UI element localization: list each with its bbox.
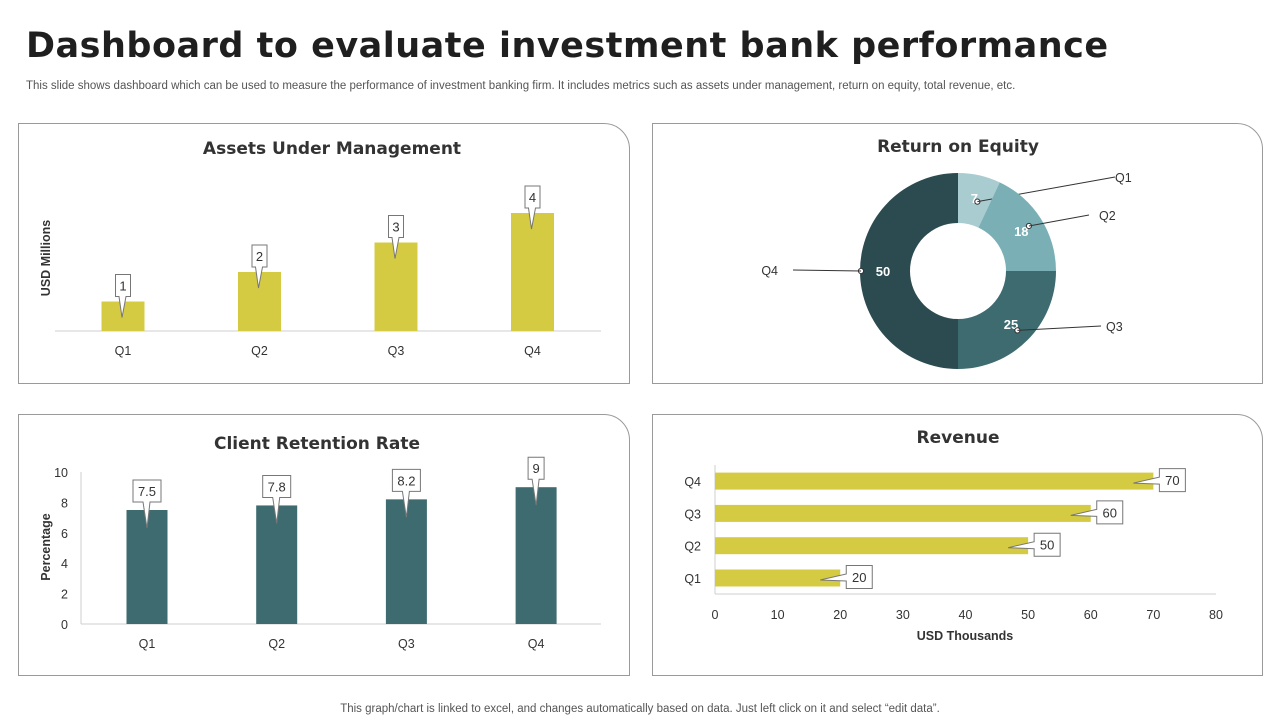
aum-data-label-q1-callout	[115, 274, 131, 318]
revenue-x-tick-0: 0	[712, 608, 719, 622]
roe-leader-line-q2	[1028, 214, 1090, 227]
revenue-panel[interactable]: Revenue 0 10 20 30 40 50 60 70 80 USD Thousands Q1 2…	[652, 414, 1263, 676]
crr-x-tick-q4: Q4	[528, 637, 545, 651]
roe-data-label-q3: 25	[1004, 317, 1018, 332]
roe-data-label-q1: 7	[971, 191, 978, 206]
return-on-equity-panel[interactable]: Return on Equity 7 Q1 18 Q2 25 Q3 50 Q4	[652, 123, 1263, 384]
aum-chart-title: Assets Under Management	[203, 139, 461, 159]
aum-x-tick-q1: Q1	[115, 344, 132, 358]
crr-y-axis-label: Percentage	[39, 513, 53, 580]
page-title: Dashboard to evaluate investment bank pe…	[26, 26, 1109, 66]
roe-category-label-q1: Q1	[1115, 171, 1132, 185]
revenue-x-tick-30: 30	[896, 608, 910, 622]
revenue-bar-q1	[715, 569, 841, 587]
revenue-x-tick-20: 20	[833, 608, 847, 622]
roe-category-label-q3: Q3	[1106, 320, 1123, 334]
aum-data-label-q1: 1	[119, 279, 126, 294]
crr-bar-q4	[515, 487, 557, 624]
revenue-chart-title: Revenue	[917, 428, 1000, 448]
crr-x-tick-q1: Q1	[139, 637, 156, 651]
revenue-data-label-q2: 50	[1040, 538, 1054, 553]
roe-chart-title: Return on Equity	[877, 137, 1039, 157]
crr-y-tick-0: 0	[61, 618, 68, 632]
assets-under-management-chart[interactable]: Assets Under Management USD Millions Q1 1 Q2…	[19, 124, 631, 385]
aum-data-label-q4-callout	[524, 185, 541, 230]
revenue-data-label-q1: 20	[852, 570, 866, 585]
footer-note: This graph/chart is linked to excel, and…	[340, 703, 940, 715]
revenue-data-label-q2-callout	[1008, 532, 1061, 557]
revenue-x-axis-label: USD Thousands	[917, 629, 1014, 643]
roe-data-label-q2: 18	[1014, 224, 1028, 239]
roe-category-label-q4: Q4	[761, 264, 778, 278]
return-on-equity-chart[interactable]: Return on Equity 7 Q1 18 Q2 25 Q3 50 Q4	[653, 124, 1264, 385]
aum-x-tick-q4: Q4	[524, 344, 541, 358]
revenue-y-tick-q3: Q3	[684, 507, 701, 521]
revenue-y-tick-q4: Q4	[684, 475, 701, 489]
page-subtitle: This slide shows dashboard which can be …	[26, 80, 1016, 92]
crr-data-label-q2: 7.8	[268, 479, 286, 494]
crr-data-label-q4: 9	[532, 461, 539, 476]
crr-bar-q2	[256, 505, 298, 624]
roe-data-label-q4: 50	[876, 264, 890, 279]
revenue-bar-q2	[715, 537, 1029, 555]
aum-x-tick-q2: Q2	[251, 344, 268, 358]
aum-x-tick-q3: Q3	[388, 344, 405, 358]
crr-x-tick-q3: Q3	[398, 637, 415, 651]
revenue-bar-q4	[715, 472, 1154, 490]
crr-bar-q1	[126, 510, 168, 624]
roe-category-label-q2: Q2	[1099, 209, 1116, 223]
aum-data-label-q4: 4	[529, 190, 536, 205]
revenue-data-label-q3: 60	[1103, 505, 1117, 520]
revenue-data-label-q1-callout	[820, 565, 873, 589]
crr-bar-q3	[385, 499, 427, 624]
revenue-x-tick-60: 60	[1084, 608, 1098, 622]
revenue-data-label-q4: 70	[1165, 473, 1179, 488]
revenue-y-tick-q1: Q1	[684, 572, 701, 586]
aum-data-label-q3: 3	[392, 220, 399, 235]
revenue-bar-q3	[715, 504, 1091, 522]
crr-y-tick-6: 6	[61, 527, 68, 541]
revenue-data-label-q4-callout	[1133, 468, 1186, 493]
assets-under-management-panel[interactable]: Assets Under Management USD Millions Q1 1 Q2…	[18, 123, 630, 384]
aum-bar-q3	[374, 242, 418, 331]
client-retention-rate-chart[interactable]: Client Retention Rate Percentage 0 2 4 6 8 10 Q1…	[19, 415, 631, 677]
crr-y-tick-4: 4	[61, 557, 68, 571]
revenue-x-tick-40: 40	[959, 608, 973, 622]
revenue-data-label-q3-callout	[1070, 500, 1124, 525]
crr-y-tick-2: 2	[61, 588, 68, 602]
client-retention-rate-panel[interactable]: Client Retention Rate Percentage 0 2 4 6 8 10 Q1…	[18, 414, 630, 676]
revenue-chart[interactable]: Revenue 0 10 20 30 40 50 60 70 80 USD Thousands Q1 2…	[653, 415, 1264, 677]
crr-data-label-q3-callout	[391, 468, 421, 518]
crr-y-tick-8: 8	[61, 496, 68, 510]
roe-leader-line-q3	[1017, 325, 1102, 331]
roe-leader-line-q4	[792, 269, 862, 272]
roe-slice-q4	[860, 173, 958, 369]
crr-data-label-q4-callout	[527, 456, 545, 506]
revenue-x-tick-70: 70	[1146, 608, 1160, 622]
aum-bar-q4	[511, 213, 554, 331]
revenue-x-tick-50: 50	[1021, 608, 1035, 622]
aum-data-label-q2-callout	[251, 244, 268, 289]
roe-slice-q3	[958, 271, 1056, 369]
revenue-y-tick-q2: Q2	[684, 540, 701, 554]
crr-x-tick-q2: Q2	[268, 637, 285, 651]
crr-chart-title: Client Retention Rate	[214, 434, 420, 454]
aum-data-label-q3-callout	[388, 215, 404, 259]
roe-slice-q2	[978, 182, 1056, 271]
crr-data-label-q1-callout	[132, 479, 162, 529]
aum-y-axis-label: USD Millions	[39, 220, 53, 296]
crr-data-label-q3: 8.2	[397, 473, 415, 488]
crr-data-label-q2-callout	[262, 474, 292, 524]
aum-data-label-q2: 2	[256, 249, 263, 264]
crr-y-tick-10: 10	[54, 466, 68, 480]
crr-data-label-q1: 7.5	[138, 484, 156, 499]
revenue-x-tick-10: 10	[771, 608, 785, 622]
revenue-x-tick-80: 80	[1209, 608, 1223, 622]
